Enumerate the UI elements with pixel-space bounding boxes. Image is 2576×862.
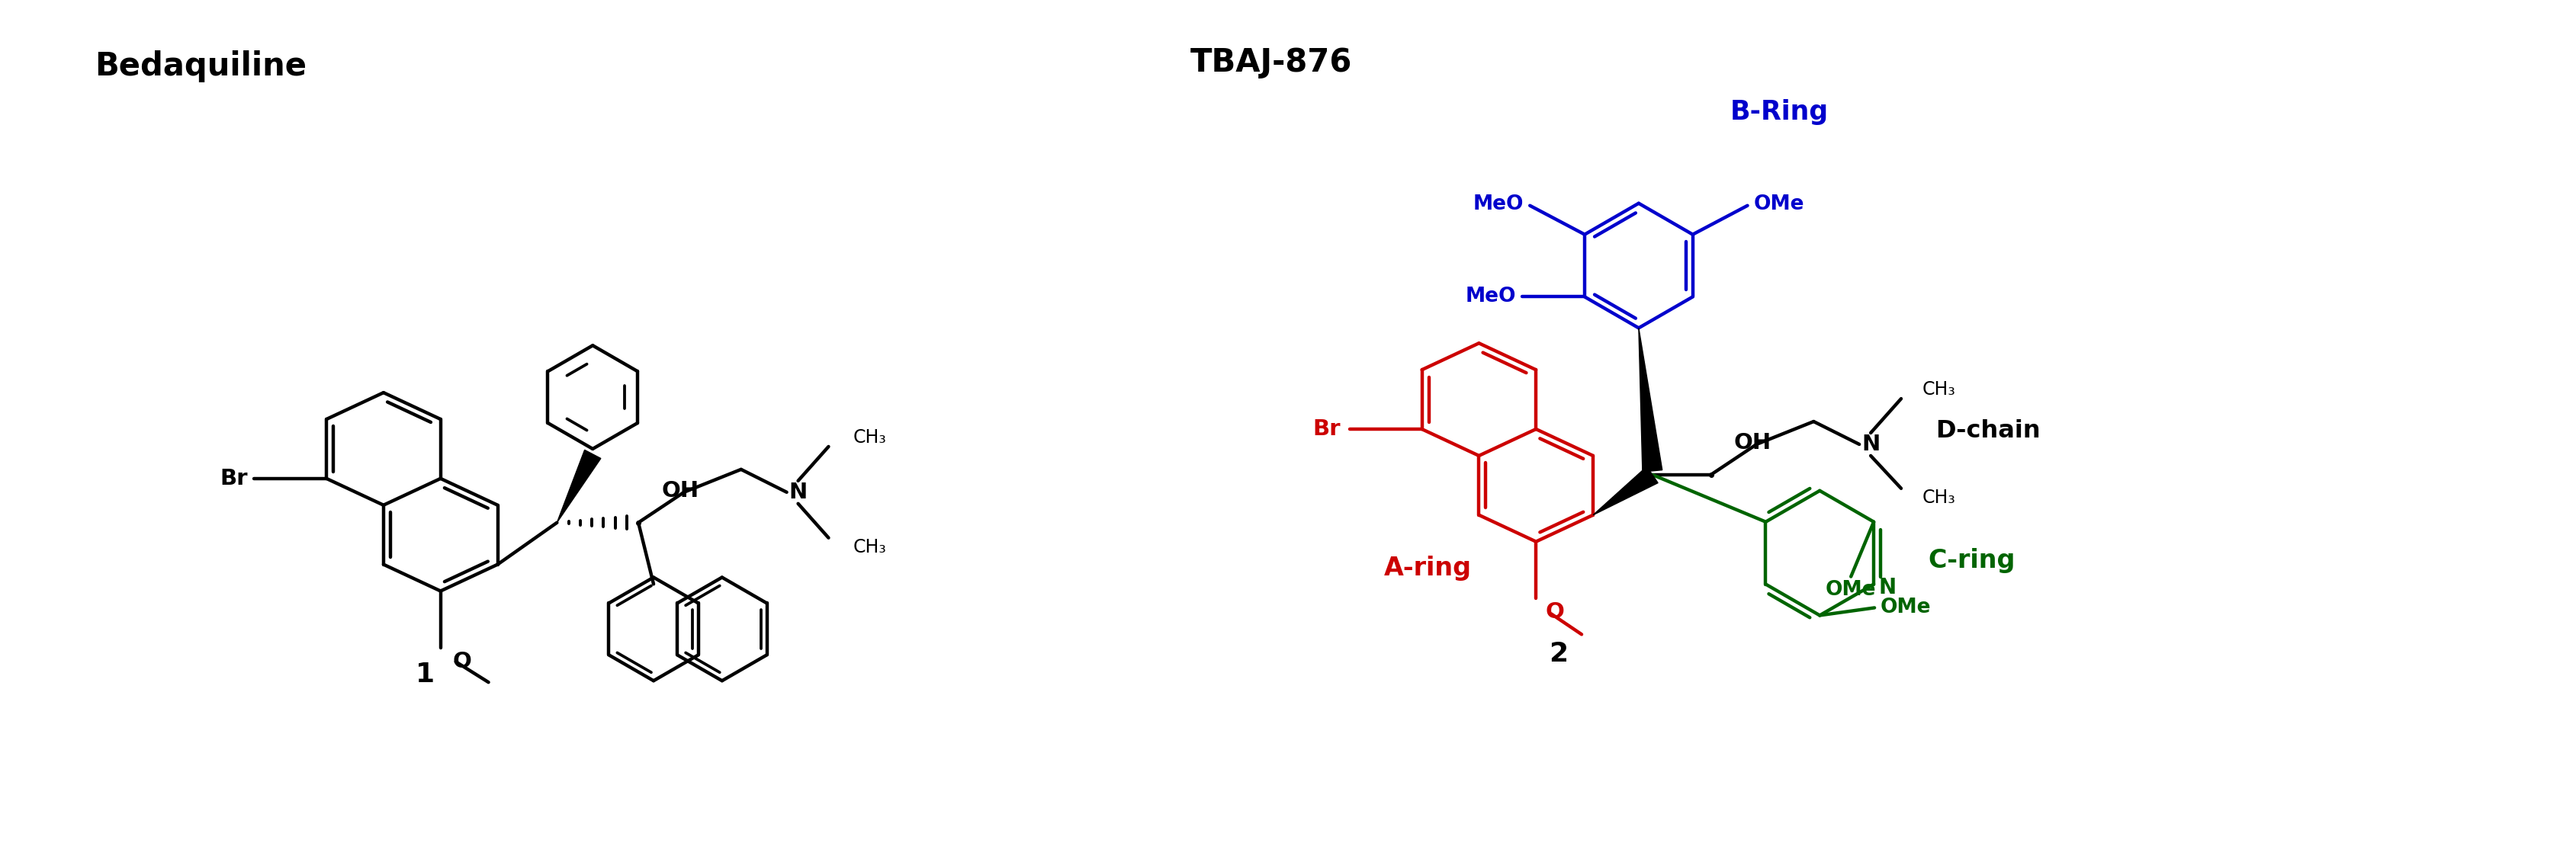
Text: B-Ring: B-Ring (1731, 99, 1829, 125)
Text: OMe: OMe (1754, 194, 1803, 214)
Text: OMe: OMe (1826, 580, 1875, 600)
Text: OMe: OMe (1880, 598, 1932, 618)
Polygon shape (556, 450, 600, 522)
Text: O: O (453, 651, 471, 672)
Text: C-ring: C-ring (1927, 548, 2014, 573)
Text: Br: Br (222, 468, 247, 490)
Text: TBAJ-876: TBAJ-876 (1190, 47, 1352, 78)
Text: 1: 1 (415, 662, 435, 688)
Text: N: N (788, 482, 806, 503)
Text: CH₃: CH₃ (1922, 380, 1955, 399)
Text: N: N (1878, 578, 1896, 599)
Text: OH: OH (1734, 432, 1772, 453)
Text: MeO: MeO (1473, 194, 1525, 214)
Text: CH₃: CH₃ (853, 428, 886, 447)
Polygon shape (1638, 328, 1662, 472)
Text: CH₃: CH₃ (1922, 489, 1955, 507)
Text: Bedaquiline: Bedaquiline (95, 51, 307, 83)
Polygon shape (1592, 466, 1659, 515)
Text: MeO: MeO (1466, 287, 1517, 307)
Text: N: N (1862, 434, 1880, 455)
Text: OH: OH (662, 480, 698, 502)
Text: Br: Br (1314, 418, 1340, 440)
Text: CH₃: CH₃ (853, 538, 886, 556)
Text: D-chain: D-chain (1935, 420, 2040, 443)
Text: 2: 2 (1548, 641, 1569, 667)
Text: A-ring: A-ring (1383, 556, 1471, 581)
Text: O: O (1546, 602, 1564, 623)
